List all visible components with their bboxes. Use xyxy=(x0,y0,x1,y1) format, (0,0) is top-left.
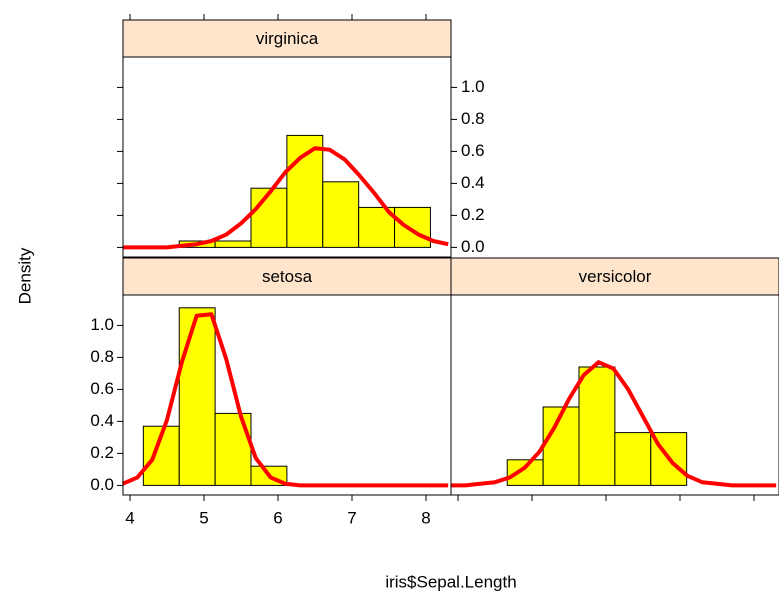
x-tick-label: 4 xyxy=(125,508,134,527)
strip xyxy=(450,257,779,296)
strip-label: versicolor xyxy=(579,267,652,286)
strip xyxy=(122,19,452,58)
bar xyxy=(506,459,544,486)
bar xyxy=(578,366,616,486)
y-tick-label: 0.8 xyxy=(461,109,485,128)
x-tick-label: 7 xyxy=(347,508,356,527)
x-tick-label: 8 xyxy=(421,508,430,527)
y-tick-label: 0.2 xyxy=(461,205,485,224)
density-line xyxy=(450,360,777,488)
y-tick-label: 0.0 xyxy=(461,237,485,256)
y-tick-label: 0.4 xyxy=(461,173,485,192)
density-line xyxy=(121,312,449,488)
bar xyxy=(178,307,216,486)
y-tick-label: 0.4 xyxy=(90,411,114,430)
y-tick-label: 0.6 xyxy=(461,141,485,160)
y-tick-label: 0.0 xyxy=(90,475,114,494)
density-line xyxy=(122,146,449,250)
y-tick-label: 0.8 xyxy=(90,347,114,366)
y-tick-label: 1.0 xyxy=(90,315,114,334)
panel-border xyxy=(122,56,452,258)
x-axis-label: iris$Sepal.Length xyxy=(385,572,516,591)
x-tick-label: 5 xyxy=(199,508,208,527)
strip xyxy=(122,257,452,296)
bar xyxy=(322,181,360,248)
bar xyxy=(214,240,252,248)
bar xyxy=(286,134,324,248)
bar xyxy=(250,187,288,248)
x-tick-label: 6 xyxy=(273,508,282,527)
y-tick-label: 0.6 xyxy=(90,379,114,398)
bar xyxy=(614,432,652,486)
y-axis-label: Density xyxy=(15,247,34,304)
strip-label: virginica xyxy=(256,29,319,48)
y-tick-label: 1.0 xyxy=(461,77,485,96)
bar xyxy=(394,206,431,248)
panel-border xyxy=(450,294,779,496)
strip-label: setosa xyxy=(262,267,313,286)
y-tick-label: 0.2 xyxy=(90,443,114,462)
